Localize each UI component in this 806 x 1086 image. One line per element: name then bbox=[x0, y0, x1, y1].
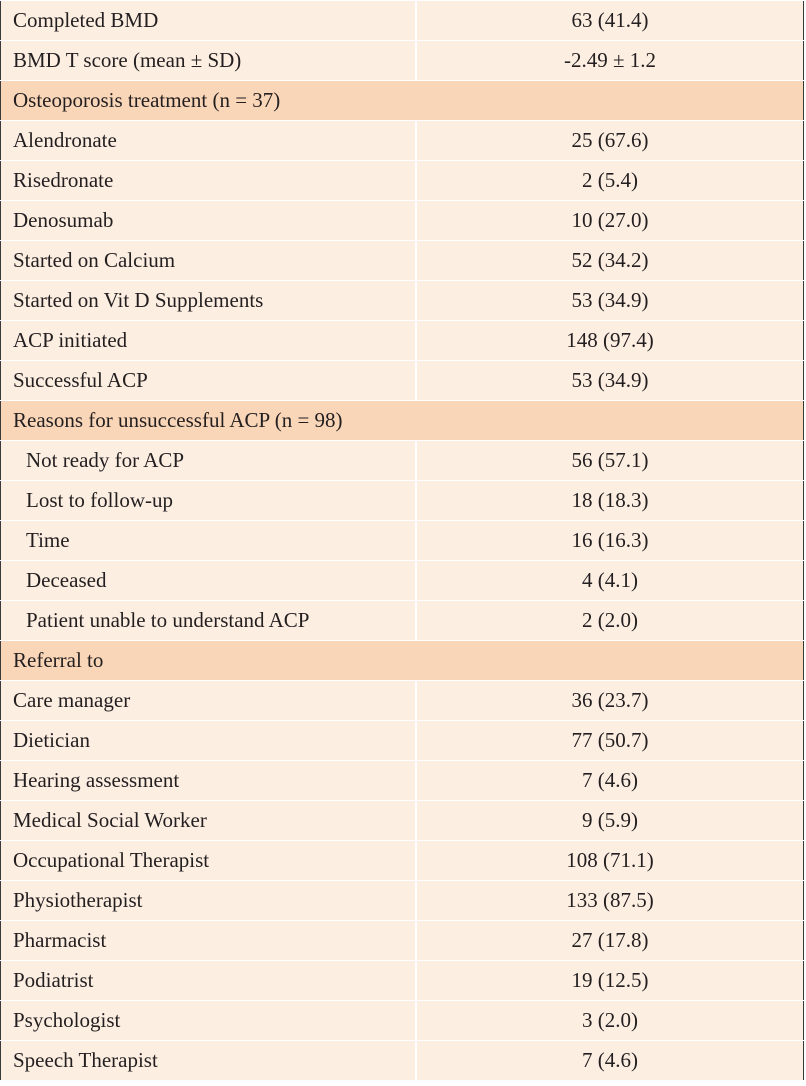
table-row: Occupational Therapist 108 (71.1) bbox=[0, 840, 804, 881]
row-label: Completed BMD bbox=[0, 0, 417, 41]
row-value: 2 (2.0) bbox=[416, 600, 804, 641]
section-header-row: Referral to bbox=[0, 640, 804, 681]
table-row: Dietician 77 (50.7) bbox=[0, 720, 804, 761]
table-row: Psychologist 3 (2.0) bbox=[0, 1000, 804, 1041]
table-row: Pharmacist 27 (17.8) bbox=[0, 920, 804, 961]
table-row: BMD T score (mean ± SD) -2.49 ± 1.2 bbox=[0, 40, 804, 81]
section-header-label: Reasons for unsuccessful ACP (n = 98) bbox=[0, 400, 804, 441]
row-label: Medical Social Worker bbox=[0, 800, 417, 841]
section-header-label: Referral to bbox=[0, 640, 804, 681]
row-label: Not ready for ACP bbox=[0, 440, 417, 481]
row-label: ACP initiated bbox=[0, 320, 417, 361]
row-value: 148 (97.4) bbox=[416, 320, 804, 361]
row-value: 2 (5.4) bbox=[416, 160, 804, 201]
table-row: Not ready for ACP 56 (57.1) bbox=[0, 440, 804, 481]
table-row: Deceased 4 (4.1) bbox=[0, 560, 804, 601]
table-row: Speech Therapist 7 (4.6) bbox=[0, 1040, 804, 1081]
row-value: 18 (18.3) bbox=[416, 480, 804, 521]
row-value: 25 (67.6) bbox=[416, 120, 804, 161]
row-label: BMD T score (mean ± SD) bbox=[0, 40, 417, 81]
row-label: Psychologist bbox=[0, 1000, 417, 1041]
row-value: 10 (27.0) bbox=[416, 200, 804, 241]
row-label: Denosumab bbox=[0, 200, 417, 241]
row-value: 77 (50.7) bbox=[416, 720, 804, 761]
row-label: Successful ACP bbox=[0, 360, 417, 401]
row-label: Pharmacist bbox=[0, 920, 417, 961]
row-label: Alendronate bbox=[0, 120, 417, 161]
row-label: Care manager bbox=[0, 680, 417, 721]
row-value: 108 (71.1) bbox=[416, 840, 804, 881]
table-row: Podiatrist 19 (12.5) bbox=[0, 960, 804, 1001]
row-value: 16 (16.3) bbox=[416, 520, 804, 561]
row-label: Speech Therapist bbox=[0, 1040, 417, 1081]
row-value: 36 (23.7) bbox=[416, 680, 804, 721]
row-label: Occupational Therapist bbox=[0, 840, 417, 881]
row-value: 7 (4.6) bbox=[416, 760, 804, 801]
row-label: Physiotherapist bbox=[0, 880, 417, 921]
row-label: Podiatrist bbox=[0, 960, 417, 1001]
row-label: Deceased bbox=[0, 560, 417, 601]
section-header-row: Osteoporosis treatment (n = 37) bbox=[0, 80, 804, 121]
table-row: Denosumab 10 (27.0) bbox=[0, 200, 804, 241]
row-label: Started on Vit D Supplements bbox=[0, 280, 417, 321]
row-label: Dietician bbox=[0, 720, 417, 761]
row-label: Risedronate bbox=[0, 160, 417, 201]
table-row: Completed BMD 63 (41.4) bbox=[0, 0, 804, 41]
table-row: Care manager 36 (23.7) bbox=[0, 680, 804, 721]
section-header-label: Osteoporosis treatment (n = 37) bbox=[0, 80, 804, 121]
row-label: Started on Calcium bbox=[0, 240, 417, 281]
row-value: 133 (87.5) bbox=[416, 880, 804, 921]
row-label: Time bbox=[0, 520, 417, 561]
row-value: 27 (17.8) bbox=[416, 920, 804, 961]
row-label: Patient unable to understand ACP bbox=[0, 600, 417, 641]
row-value: 9 (5.9) bbox=[416, 800, 804, 841]
table-row: ACP initiated 148 (97.4) bbox=[0, 320, 804, 361]
row-value: 53 (34.9) bbox=[416, 280, 804, 321]
table-row: Started on Calcium 52 (34.2) bbox=[0, 240, 804, 281]
table-row: Medical Social Worker 9 (5.9) bbox=[0, 800, 804, 841]
table-row: Lost to follow-up 18 (18.3) bbox=[0, 480, 804, 521]
table-row: Alendronate 25 (67.6) bbox=[0, 120, 804, 161]
section-header-row: Reasons for unsuccessful ACP (n = 98) bbox=[0, 400, 804, 441]
row-label: Hearing assessment bbox=[0, 760, 417, 801]
table-row: Started on Vit D Supplements 53 (34.9) bbox=[0, 280, 804, 321]
table-row: Successful ACP 53 (34.9) bbox=[0, 360, 804, 401]
row-value: 53 (34.9) bbox=[416, 360, 804, 401]
row-value: -2.49 ± 1.2 bbox=[416, 40, 804, 81]
row-value: 52 (34.2) bbox=[416, 240, 804, 281]
row-value: 19 (12.5) bbox=[416, 960, 804, 1001]
table-row: Time 16 (16.3) bbox=[0, 520, 804, 561]
table-row: Risedronate 2 (5.4) bbox=[0, 160, 804, 201]
row-value: 7 (4.6) bbox=[416, 1040, 804, 1081]
table-row: Hearing assessment 7 (4.6) bbox=[0, 760, 804, 801]
table-row: Patient unable to understand ACP 2 (2.0) bbox=[0, 600, 804, 641]
row-value: 56 (57.1) bbox=[416, 440, 804, 481]
row-value: 4 (4.1) bbox=[416, 560, 804, 601]
row-value: 3 (2.0) bbox=[416, 1000, 804, 1041]
row-label: Lost to follow-up bbox=[0, 480, 417, 521]
row-value: 63 (41.4) bbox=[416, 0, 804, 41]
table-row: Physiotherapist 133 (87.5) bbox=[0, 880, 804, 921]
